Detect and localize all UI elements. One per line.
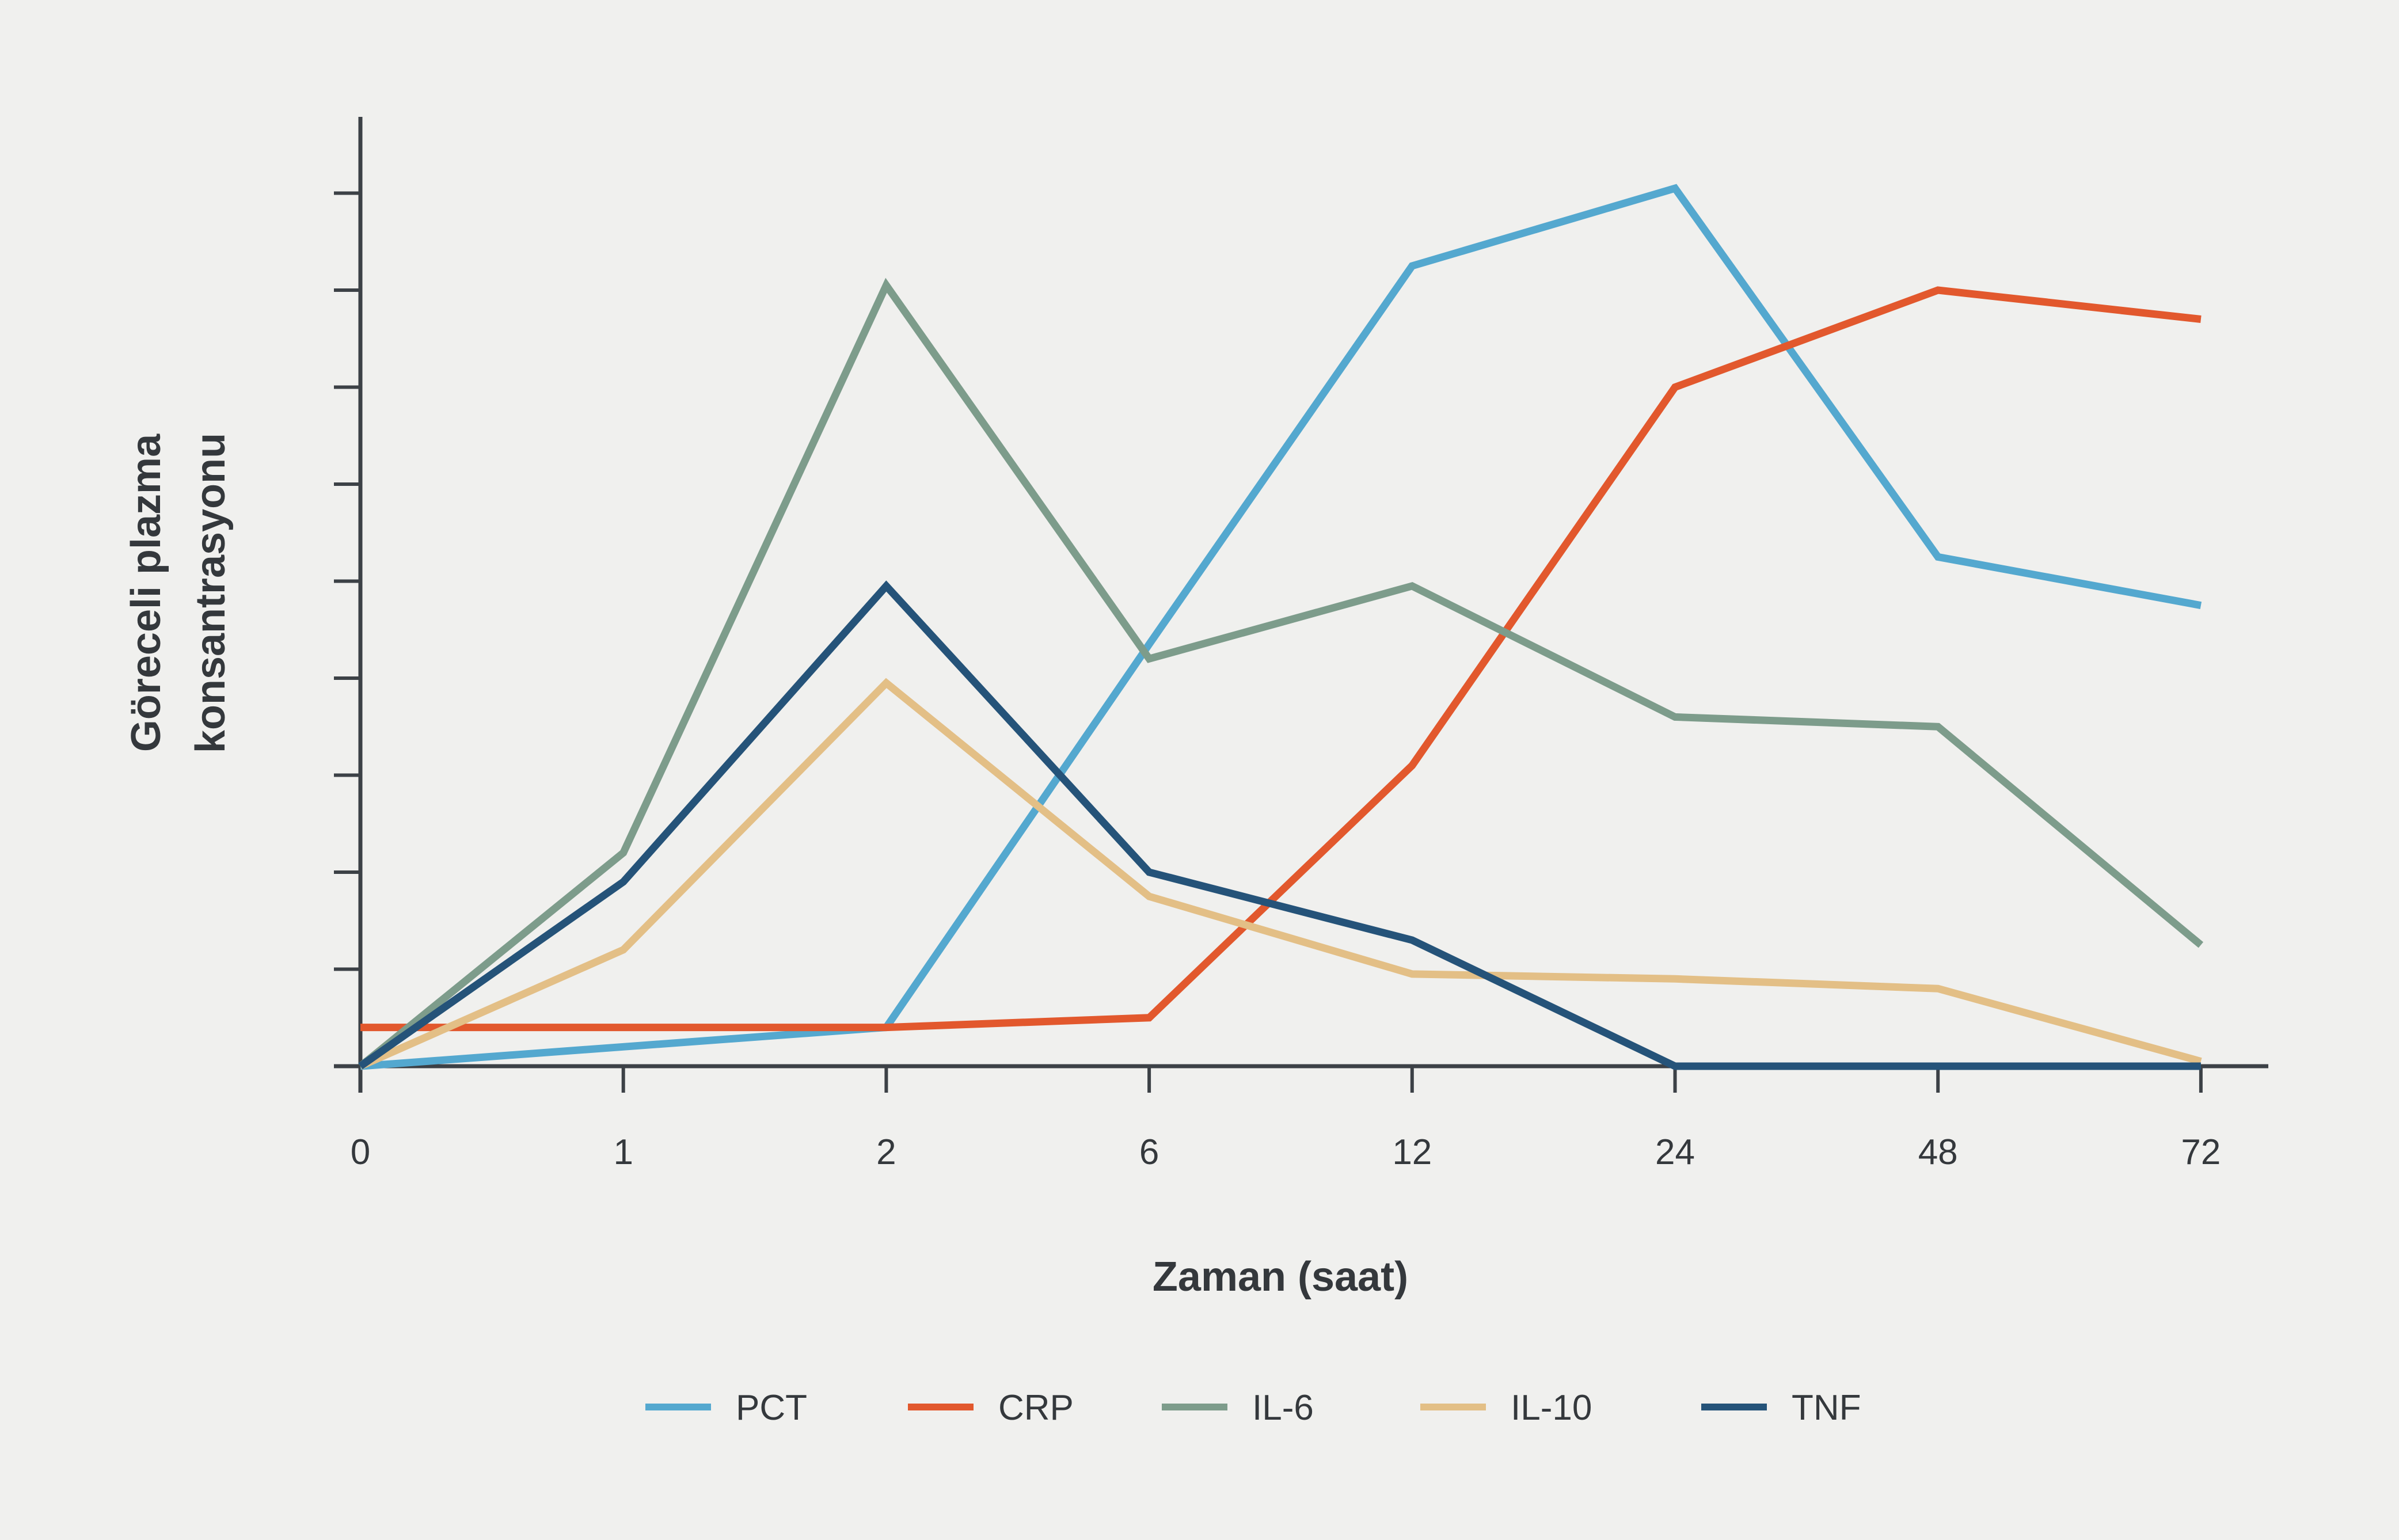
series-layer [358, 184, 2204, 1070]
axis-label-layer: Zaman (saat) Göreceli plazma konsantrasy… [123, 433, 1408, 1300]
legend-label-IL-6: IL-6 [1252, 1388, 1314, 1428]
series-line-IL-6 [358, 277, 2204, 1070]
legend-label-IL-10: IL-10 [1511, 1388, 1592, 1428]
y-axis-title-line1: Göreceli plazma [123, 434, 169, 752]
series-line-TNF [358, 580, 2201, 1070]
x-axis-title: Zaman (saat) [1153, 1254, 1408, 1300]
legend-label-CRP: CRP [998, 1388, 1074, 1428]
x-tick-label-24: 24 [1655, 1132, 1695, 1172]
series-line-CRP [360, 286, 2202, 1032]
tick-label-layer: 0 1 2 6 12 24 48 72 [351, 1132, 2221, 1172]
legend-label-PCT: PCT [736, 1388, 807, 1428]
legend: PCT CRP IL-6 IL-10 TNF [645, 1388, 1861, 1428]
x-tick-label-12: 12 [1392, 1132, 1432, 1172]
legend-label-TNF: TNF [1792, 1388, 1861, 1428]
x-tick-label-0: 0 [351, 1132, 370, 1172]
x-tick-label-48: 48 [1918, 1132, 1958, 1172]
series-line-PCT [360, 184, 2202, 1070]
x-tick-label-2: 2 [876, 1132, 896, 1172]
x-tick-label-6: 6 [1139, 1132, 1159, 1172]
x-tick-label-1: 1 [613, 1132, 633, 1172]
y-axis-title-line2: konsantrasyonu [188, 433, 234, 753]
series-line-IL-10 [359, 678, 2202, 1070]
x-tick-label-72: 72 [2181, 1132, 2221, 1172]
